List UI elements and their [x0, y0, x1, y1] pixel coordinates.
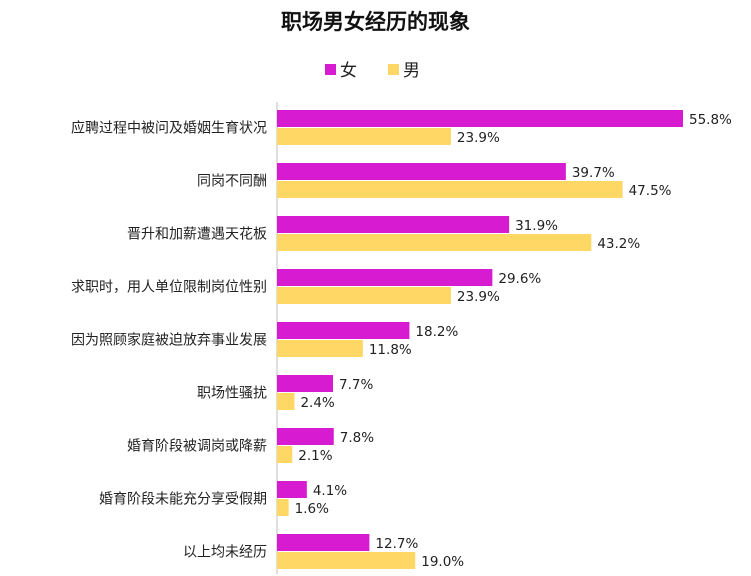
value-label-male: 19.0% [421, 554, 464, 570]
value-label-female: 18.2% [415, 324, 458, 340]
value-label-male: 2.1% [298, 448, 332, 464]
category-label: 职场性骚扰 [197, 386, 267, 402]
bar-male [277, 552, 416, 569]
value-label-female: 31.9% [515, 218, 558, 234]
category-label: 婚育阶段被调岗或降薪 [127, 439, 267, 455]
bar-male [277, 128, 451, 145]
value-label-female: 4.1% [313, 483, 347, 499]
value-label-male: 23.9% [457, 130, 500, 146]
bar-male [277, 181, 623, 198]
bars [277, 110, 683, 569]
value-label-female: 55.8% [689, 112, 732, 128]
bar-male [277, 446, 293, 463]
bar-female [277, 375, 334, 392]
value-labels: 55.8% 23.9% 39.7% 47.5% 31.9% 43.2% 29.6% 23.9%… [295, 112, 732, 570]
legend-label-male: 男 [403, 61, 420, 81]
bar-male [277, 393, 295, 410]
bar-female [277, 269, 493, 286]
value-label-male: 1.6% [295, 501, 329, 517]
category-labels: 应聘过程中被问及婚姻生育状况同岗不同酬晋升和加薪遭遇天花板求职时，用人单位限制岗… [71, 120, 267, 561]
value-label-female: 7.7% [339, 377, 373, 393]
legend-swatch-female [325, 64, 336, 75]
legend-swatch-male [388, 64, 399, 75]
value-label-male: 23.9% [457, 289, 500, 305]
category-label: 应聘过程中被问及婚姻生育状况 [71, 120, 267, 137]
bar-male [277, 234, 592, 251]
category-label: 同岗不同酬 [197, 174, 267, 190]
value-label-male: 2.4% [300, 395, 334, 411]
bar-female [277, 163, 566, 180]
bar-female [277, 428, 334, 445]
category-label: 晋升和加薪遭遇天花板 [127, 227, 267, 243]
category-label: 因为照顾家庭被迫放弃事业发展 [71, 332, 267, 349]
category-label: 婚育阶段未能充分享受假期 [99, 491, 267, 508]
value-label-female: 7.8% [340, 430, 374, 446]
chart-title: 职场男女经历的现象 [281, 10, 470, 34]
bar-female [277, 481, 307, 498]
legend-label-female: 女 [340, 61, 357, 81]
category-label: 以上均未经历 [183, 545, 267, 561]
bar-female [277, 216, 510, 233]
bar-female [277, 110, 683, 127]
bar-female [277, 322, 410, 339]
value-label-female: 12.7% [375, 536, 418, 552]
bar-male [277, 287, 451, 304]
legend: 女男 [325, 61, 420, 81]
value-label-female: 29.6% [498, 271, 541, 287]
value-label-male: 47.5% [629, 183, 672, 199]
value-label-male: 11.8% [369, 342, 412, 358]
value-label-female: 39.7% [572, 165, 615, 181]
value-label-male: 43.2% [597, 236, 640, 252]
bar-male [277, 499, 289, 516]
category-label: 求职时，用人单位限制岗位性别 [71, 280, 267, 296]
bar-male [277, 340, 363, 357]
bar-female [277, 534, 370, 551]
